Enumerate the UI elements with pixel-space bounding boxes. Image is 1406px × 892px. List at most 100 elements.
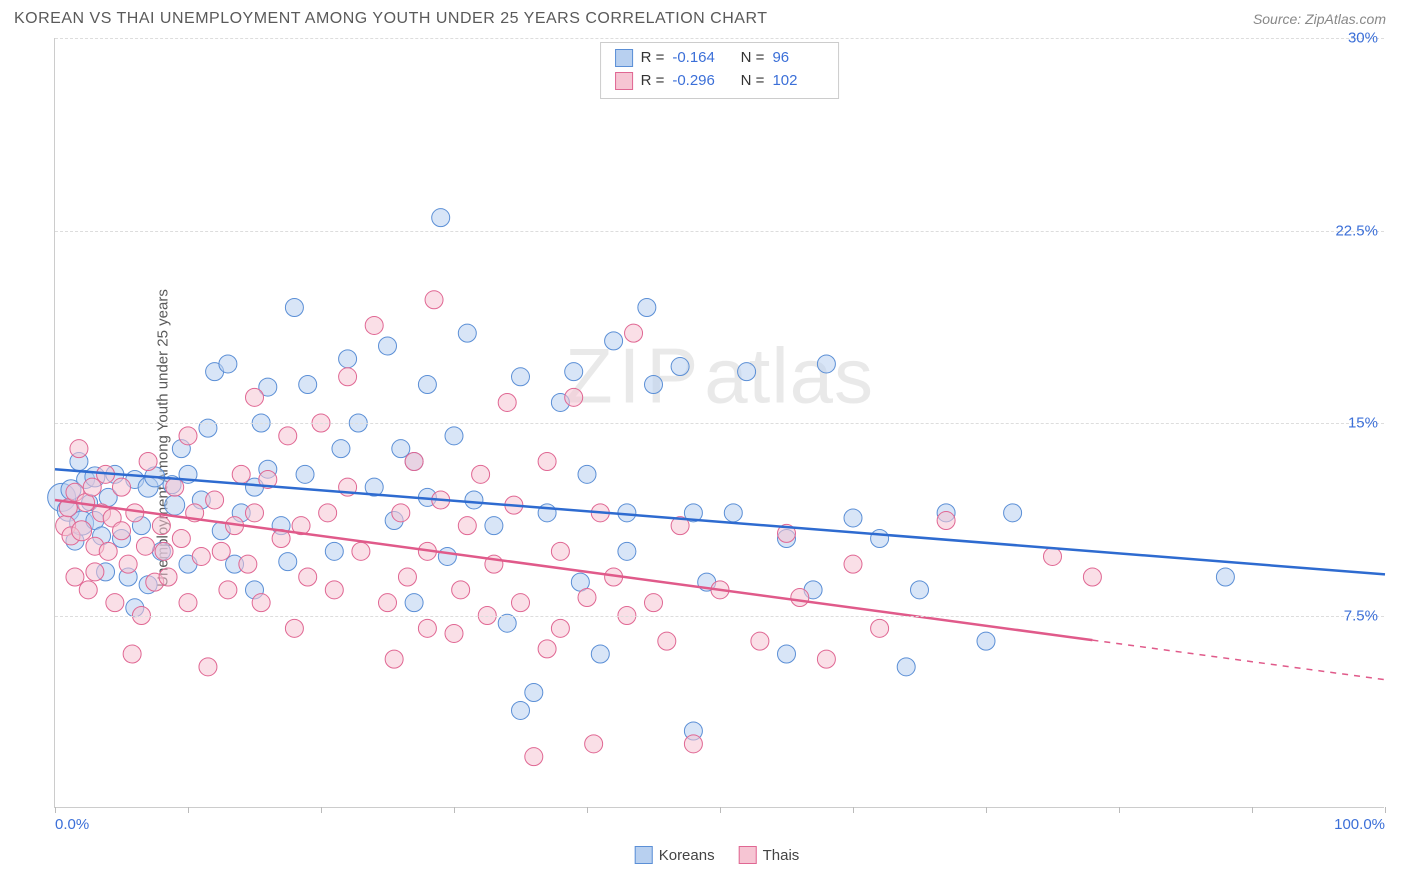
legend-swatch xyxy=(615,72,633,90)
chart-title: KOREAN VS THAI UNEMPLOYMENT AMONG YOUTH … xyxy=(14,10,767,28)
legend-swatch xyxy=(635,846,653,864)
data-point xyxy=(871,530,889,548)
data-point xyxy=(99,542,117,560)
data-point xyxy=(817,650,835,668)
data-point xyxy=(179,594,197,612)
data-point xyxy=(199,419,217,437)
x-tick xyxy=(55,807,56,813)
data-point xyxy=(605,332,623,350)
data-point xyxy=(123,645,141,663)
x-tick-label: 100.0% xyxy=(1334,816,1385,833)
data-point xyxy=(937,512,955,530)
data-point xyxy=(418,376,436,394)
data-point xyxy=(658,632,676,650)
title-bar: KOREAN VS THAI UNEMPLOYMENT AMONG YOUTH … xyxy=(0,0,1406,34)
data-point xyxy=(139,453,157,471)
stat-n-label: N = xyxy=(732,47,764,70)
data-point xyxy=(512,701,530,719)
data-point xyxy=(418,619,436,637)
data-point xyxy=(325,581,343,599)
data-point xyxy=(638,299,656,317)
gridline xyxy=(55,616,1384,617)
data-point xyxy=(871,619,889,637)
data-point xyxy=(199,658,217,676)
data-point xyxy=(525,684,543,702)
data-point xyxy=(405,594,423,612)
data-point xyxy=(285,619,303,637)
data-point xyxy=(152,517,170,535)
data-point xyxy=(392,504,410,522)
data-point xyxy=(159,568,177,586)
data-point xyxy=(738,363,756,381)
data-point xyxy=(299,568,317,586)
data-point xyxy=(379,337,397,355)
data-point xyxy=(398,568,416,586)
stat-r-label: R = xyxy=(641,47,665,70)
x-tick xyxy=(587,807,588,813)
data-point xyxy=(844,509,862,527)
data-point xyxy=(445,624,463,642)
stat-n-value: 102 xyxy=(772,70,824,93)
data-point xyxy=(299,376,317,394)
data-point xyxy=(119,555,137,573)
x-tick xyxy=(454,807,455,813)
x-tick xyxy=(321,807,322,813)
y-tick-label: 7.5% xyxy=(1344,607,1378,624)
data-point xyxy=(246,504,264,522)
plot-wrapper: Unemployment Among Youth under 25 years … xyxy=(44,38,1390,838)
source-label: Source: ZipAtlas.com xyxy=(1253,11,1386,27)
data-point xyxy=(472,465,490,483)
data-point xyxy=(551,542,569,560)
data-point xyxy=(339,368,357,386)
data-point xyxy=(817,355,835,373)
data-point xyxy=(565,388,583,406)
legend-item: Thais xyxy=(739,846,800,864)
stats-row: R = -0.164 N = 96 xyxy=(615,47,825,70)
data-point xyxy=(498,614,516,632)
data-point xyxy=(625,324,643,342)
data-point xyxy=(1044,547,1062,565)
data-point xyxy=(285,299,303,317)
data-point xyxy=(296,465,314,483)
data-point xyxy=(565,363,583,381)
stat-r-label: R = xyxy=(641,70,665,93)
data-point xyxy=(977,632,995,650)
data-point xyxy=(332,440,350,458)
data-point xyxy=(325,542,343,560)
data-point xyxy=(578,465,596,483)
data-point xyxy=(279,427,297,445)
legend-label: Thais xyxy=(763,847,800,864)
data-point xyxy=(458,517,476,535)
data-point xyxy=(179,427,197,445)
y-tick-label: 22.5% xyxy=(1335,222,1378,239)
data-point xyxy=(365,316,383,334)
data-point xyxy=(165,495,185,515)
x-tick xyxy=(986,807,987,813)
legend-label: Koreans xyxy=(659,847,715,864)
data-point xyxy=(585,735,603,753)
stat-r-value: -0.164 xyxy=(672,47,724,70)
data-point xyxy=(844,555,862,573)
bottom-legend: Koreans Thais xyxy=(635,846,800,864)
data-point xyxy=(1216,568,1234,586)
data-point xyxy=(352,542,370,560)
data-point xyxy=(591,645,609,663)
stat-n-label: N = xyxy=(732,70,764,93)
plot-area: ZIPatlas R = -0.164 N = 96R = -0.296 N =… xyxy=(54,38,1384,808)
data-point xyxy=(485,517,503,535)
data-point xyxy=(618,542,636,560)
data-point xyxy=(246,388,264,406)
data-point xyxy=(578,589,596,607)
x-tick xyxy=(188,807,189,813)
data-point xyxy=(86,563,104,581)
data-point xyxy=(79,581,97,599)
data-point xyxy=(458,324,476,342)
data-point xyxy=(113,478,131,496)
data-point xyxy=(438,547,456,565)
data-point xyxy=(465,491,483,509)
data-point xyxy=(778,645,796,663)
data-point xyxy=(445,427,463,445)
data-point xyxy=(155,542,173,560)
y-tick-label: 30% xyxy=(1348,30,1378,47)
data-point xyxy=(911,581,929,599)
